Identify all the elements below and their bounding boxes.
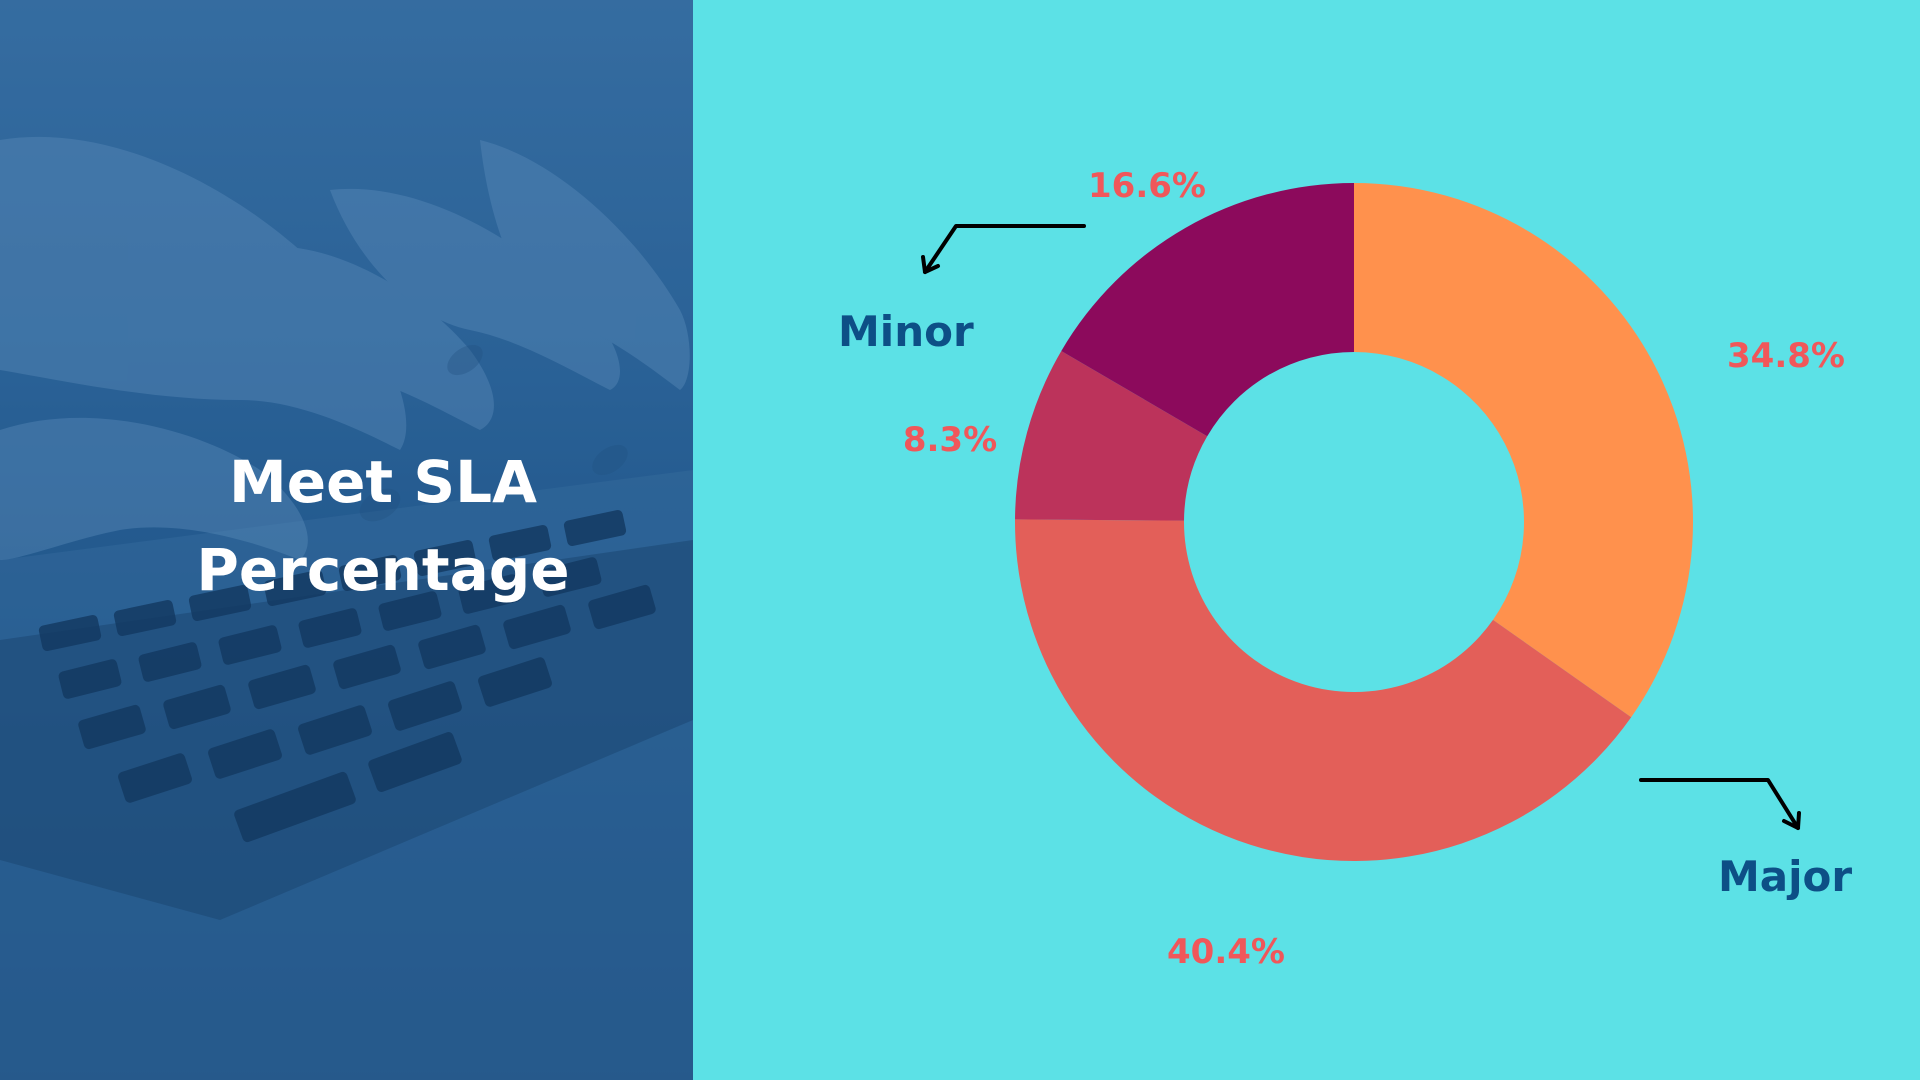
donut-chart: Minor Major 34.8% 40.4% 8.3% 16.6%: [838, 166, 1852, 972]
major-label: Major: [1718, 852, 1852, 901]
minor-label: Minor: [838, 307, 974, 356]
donut-slice-1: [1354, 183, 1693, 718]
major-arrow: [1639, 778, 1801, 830]
typing-hands-photo: [0, 0, 693, 1080]
chart-panel: Minor Major 34.8% 40.4% 8.3% 16.6%: [693, 0, 1920, 1080]
title-line-1: Meet SLA: [229, 448, 537, 516]
title-line-2: Percentage: [196, 536, 570, 604]
keyboard-photo-panel: Meet SLA Percentage: [0, 0, 693, 1080]
slice-value-label-2: 40.4%: [1167, 932, 1285, 972]
donut-slice-3: [1015, 350, 1208, 521]
slice-value-label-1: 34.8%: [1727, 336, 1845, 376]
donut-slice-2: [1015, 519, 1632, 861]
slice-value-label-4: 16.6%: [1088, 166, 1206, 206]
minor-arrow: [921, 224, 1086, 274]
slide-title: Meet SLA Percentage: [0, 438, 693, 614]
donut-slice-4: [1061, 183, 1354, 437]
slice-value-label-3: 8.3%: [903, 420, 997, 460]
